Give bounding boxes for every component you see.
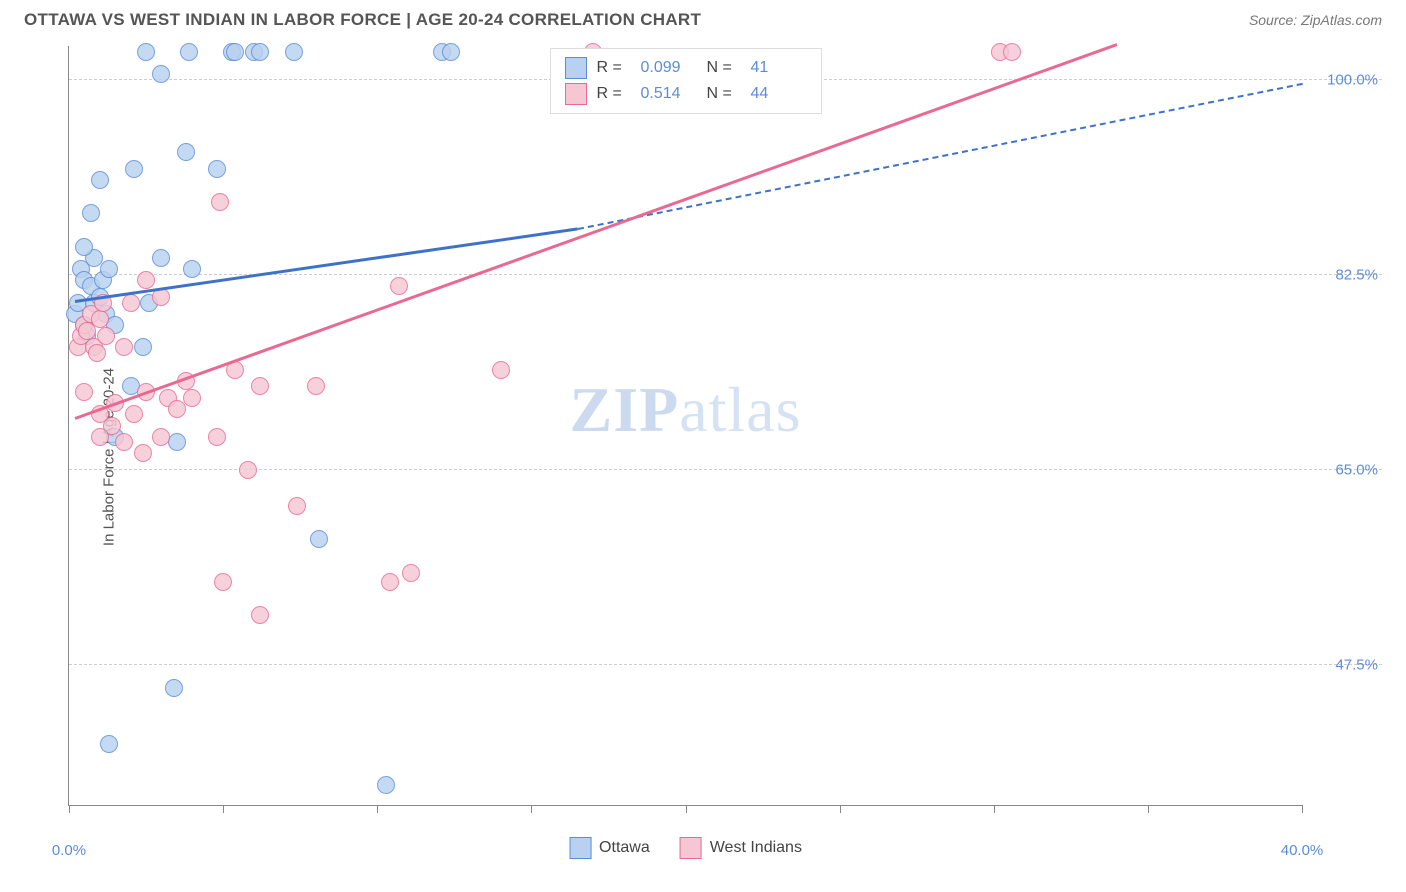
x-tick — [531, 805, 532, 813]
data-point — [75, 238, 93, 256]
data-point — [91, 171, 109, 189]
data-point — [177, 143, 195, 161]
data-point — [125, 405, 143, 423]
data-point — [285, 43, 303, 61]
y-tick-label: 65.0% — [1335, 462, 1378, 479]
x-tick-label: 40.0% — [1281, 842, 1324, 859]
data-point — [183, 389, 201, 407]
legend-label: Ottawa — [599, 839, 650, 857]
data-point — [381, 573, 399, 591]
watermark-bold: ZIP — [570, 374, 680, 445]
data-point — [168, 400, 186, 418]
data-point — [239, 461, 257, 479]
data-point — [208, 160, 226, 178]
legend-n-label: N = — [707, 59, 741, 77]
legend-series: Ottawa West Indians — [569, 837, 802, 859]
data-point — [251, 43, 269, 61]
legend-swatch-westindians — [680, 837, 702, 859]
watermark-rest: atlas — [679, 374, 801, 445]
data-point — [88, 344, 106, 362]
data-point — [137, 271, 155, 289]
legend-r-value: 0.514 — [641, 85, 697, 103]
data-point — [492, 361, 510, 379]
data-point — [91, 428, 109, 446]
legend-n-label: N = — [707, 85, 741, 103]
data-point — [377, 776, 395, 794]
data-point — [442, 43, 460, 61]
data-point — [211, 193, 229, 211]
data-point — [251, 606, 269, 624]
y-tick-label: 82.5% — [1335, 266, 1378, 283]
x-tick — [840, 805, 841, 813]
plot-area: ZIPatlas R = 0.099 N = 41 R = 0.514 N = … — [68, 46, 1302, 806]
data-point — [82, 204, 100, 222]
data-point — [183, 260, 201, 278]
data-point — [100, 735, 118, 753]
x-tick — [686, 805, 687, 813]
legend-n-value: 44 — [751, 85, 807, 103]
x-tick — [994, 805, 995, 813]
gridline — [69, 469, 1382, 470]
data-point — [125, 160, 143, 178]
data-point — [208, 428, 226, 446]
y-tick-label: 47.5% — [1335, 657, 1378, 674]
data-point — [134, 338, 152, 356]
data-point — [310, 530, 328, 548]
legend-swatch-westindians — [565, 83, 587, 105]
legend-swatch-ottawa — [565, 57, 587, 79]
x-tick — [1302, 805, 1303, 813]
x-tick — [1148, 805, 1149, 813]
x-tick — [223, 805, 224, 813]
data-point — [390, 277, 408, 295]
data-point — [168, 433, 186, 451]
data-point — [165, 679, 183, 697]
watermark: ZIPatlas — [570, 373, 802, 447]
legend-item-ottawa: Ottawa — [569, 837, 650, 859]
legend-swatch-ottawa — [569, 837, 591, 859]
legend-r-value: 0.099 — [641, 59, 697, 77]
data-point — [122, 294, 140, 312]
x-tick-label: 0.0% — [52, 842, 86, 859]
data-point — [152, 428, 170, 446]
data-point — [180, 43, 198, 61]
legend-row-ottawa: R = 0.099 N = 41 — [565, 55, 807, 81]
data-point — [152, 65, 170, 83]
data-point — [115, 338, 133, 356]
data-point — [91, 310, 109, 328]
x-tick — [69, 805, 70, 813]
data-point — [251, 377, 269, 395]
chart-header: OTTAWA VS WEST INDIAN IN LABOR FORCE | A… — [0, 0, 1406, 38]
data-point — [100, 260, 118, 278]
data-point — [307, 377, 325, 395]
legend-n-value: 41 — [751, 59, 807, 77]
legend-row-westindians: R = 0.514 N = 44 — [565, 81, 807, 107]
data-point — [288, 497, 306, 515]
data-point — [115, 433, 133, 451]
data-point — [402, 564, 420, 582]
data-point — [214, 573, 232, 591]
chart-source: Source: ZipAtlas.com — [1249, 12, 1382, 28]
data-point — [137, 43, 155, 61]
legend-label: West Indians — [710, 839, 802, 857]
data-point — [1003, 43, 1021, 61]
data-point — [134, 444, 152, 462]
legend-correlation: R = 0.099 N = 41 R = 0.514 N = 44 — [550, 48, 822, 114]
x-tick — [377, 805, 378, 813]
y-tick-label: 100.0% — [1327, 71, 1378, 88]
chart-title: OTTAWA VS WEST INDIAN IN LABOR FORCE | A… — [24, 10, 701, 30]
legend-item-westindians: West Indians — [680, 837, 802, 859]
legend-r-label: R = — [597, 59, 631, 77]
data-point — [226, 43, 244, 61]
data-point — [152, 249, 170, 267]
chart-container: In Labor Force | Age 20-24 ZIPatlas R = … — [24, 46, 1382, 868]
data-point — [97, 327, 115, 345]
data-point — [75, 383, 93, 401]
legend-r-label: R = — [597, 85, 631, 103]
gridline — [69, 664, 1382, 665]
